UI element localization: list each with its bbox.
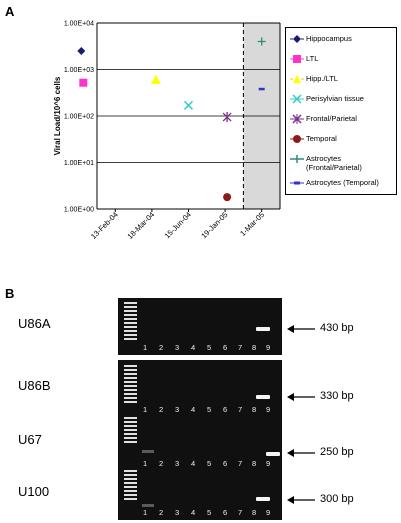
gel-sample-label: U86B [18,378,51,393]
legend-label: Hippocampus [306,34,352,43]
circle-marker-icon [290,135,304,143]
gel-image: 1 2 3 4 5 6 7 8 9 [118,298,282,355]
lane-number: 1 [143,343,148,352]
legend-label: Hipp./LTL [306,74,338,83]
x-tick-label: 1-Mar-05 [238,210,266,238]
lane-number: 8 [252,508,257,517]
band-size-label: 430 bp [320,322,354,334]
data-point-frontal-parietal [222,112,232,123]
star-marker-icon [290,114,304,124]
lane-number: 6 [223,508,228,517]
lane-number: 6 [223,459,228,468]
gel-sample-label: U86A [18,316,51,331]
x-tick-label: 19-Jan-05 [199,210,229,240]
square-marker-icon [290,55,304,63]
y-tick-label: 1.00E+00 [64,207,94,214]
data-point-hipp-ltl [150,74,161,84]
chart-legend: Hippocampus LTL Hipp./LTL Perisylvian ti… [285,27,397,195]
diamond-marker-icon [290,35,304,43]
plus-marker-icon [290,155,304,163]
lane-number: 1 [143,405,148,414]
lane-number: 1 [143,508,148,517]
band-size-label: 250 bp [320,446,354,458]
gel-sample-label: U100 [18,484,50,499]
lane-number: 7 [238,508,243,517]
gel-sample-label: U67 [18,432,42,447]
lane-number: 7 [238,459,243,468]
y-tick-label: 1.00E+04 [64,21,94,28]
dash-marker-icon [290,181,304,185]
lane-number: 3 [175,459,180,468]
triangle-marker-icon [290,75,304,83]
x-tick-label: 18-Mar-04 [125,210,156,241]
y-tick-label: 1.00E+01 [64,160,94,167]
lane-number: 6 [223,343,228,352]
lane-number: 4 [191,508,196,517]
legend-label: Perisylvian tissue [306,94,364,103]
lane-number: 5 [207,459,212,468]
data-point-ltl [79,78,88,87]
left-arrow-icon [287,325,315,333]
gel-image: 1 2 3 4 5 6 7 8 9 [118,466,282,520]
data-point-astrocytes-frontal-parietal- [257,37,266,46]
band-size-label: 300 bp [320,493,354,505]
lane-number: 9 [266,405,271,414]
y-tick-label: 1.00E+03 [64,67,94,74]
x-tick-label: 13-Feb-04 [89,210,120,241]
legend-label: Astrocytes (Frontal/Parietal) [306,154,362,172]
lane-number: 4 [191,459,196,468]
lane-number: 8 [252,459,257,468]
y-tick-label: 1.00E+02 [64,114,94,121]
lane-number: 7 [238,343,243,352]
legend-label: Frontal/Parietal [306,114,357,123]
x-marker-icon [290,94,304,104]
lane-number: 2 [159,508,164,517]
lane-number: 3 [175,508,180,517]
lane-number: 8 [252,343,257,352]
lane-number: 9 [266,343,271,352]
lane-number: 2 [159,459,164,468]
lane-number: 4 [191,343,196,352]
lane-number: 8 [252,405,257,414]
lane-number: 3 [175,405,180,414]
data-point-hippocampus [77,46,86,55]
gel-row-u67: U67 1 2 3 4 5 6 7 8 9 250 bp [0,414,401,471]
lane-number: 3 [175,343,180,352]
lane-number: 4 [191,405,196,414]
lane-number: 5 [207,508,212,517]
lane-number: 9 [266,508,271,517]
legend-label: Astrocytes (Temporal) [306,178,379,187]
legend-label: Temporal [306,134,337,143]
lane-number: 7 [238,405,243,414]
band-size-label: 330 bp [320,390,354,402]
lane-number: 9 [266,459,271,468]
lane-number: 5 [207,405,212,414]
lane-number: 5 [207,343,212,352]
lane-number: 1 [143,459,148,468]
lane-number: 2 [159,343,164,352]
gel-row-u86a: U86A 1 2 3 4 5 6 7 8 9 430 bp [0,298,401,355]
gel-row-u100: U100 1 2 3 4 5 6 7 8 9 300 bp [0,466,401,523]
panel-a-letter: A [5,4,15,19]
legend-label: LTL [306,54,319,63]
y-axis-label: Viral Load/10^6 cells [53,76,62,155]
viral-load-chart: 1.00E+00 1.00E+01 1.00E+02 1.00E+03 1.00E+04… [53,21,281,241]
gel-row-u86b: U86B 1 2 3 4 5 6 7 8 9 330 bp [0,360,401,417]
panel-b-letter: B [5,286,15,301]
gel-image: 1 2 3 4 5 6 7 8 9 [118,360,282,417]
left-arrow-icon [287,449,315,457]
data-point-perisylvian-tissue [183,100,194,110]
data-point-temporal [223,193,232,202]
x-tick-label: 15-Jun-04 [163,210,193,240]
gel-image: 1 2 3 4 5 6 7 8 9 [118,414,282,471]
left-arrow-icon [287,496,315,504]
lane-number: 2 [159,405,164,414]
lane-number: 6 [223,405,228,414]
left-arrow-icon [287,393,315,401]
